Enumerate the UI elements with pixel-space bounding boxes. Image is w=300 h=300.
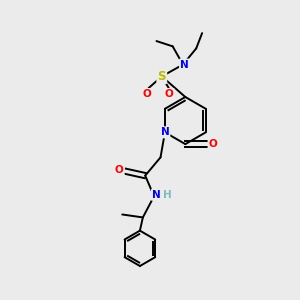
Text: H: H <box>163 190 172 200</box>
Text: O: O <box>143 89 152 99</box>
Text: O: O <box>165 89 173 99</box>
Text: O: O <box>115 165 124 175</box>
Text: S: S <box>158 70 166 83</box>
Text: N: N <box>160 127 169 137</box>
Text: N: N <box>180 60 189 70</box>
Text: N: N <box>152 190 161 200</box>
Text: O: O <box>208 139 217 149</box>
